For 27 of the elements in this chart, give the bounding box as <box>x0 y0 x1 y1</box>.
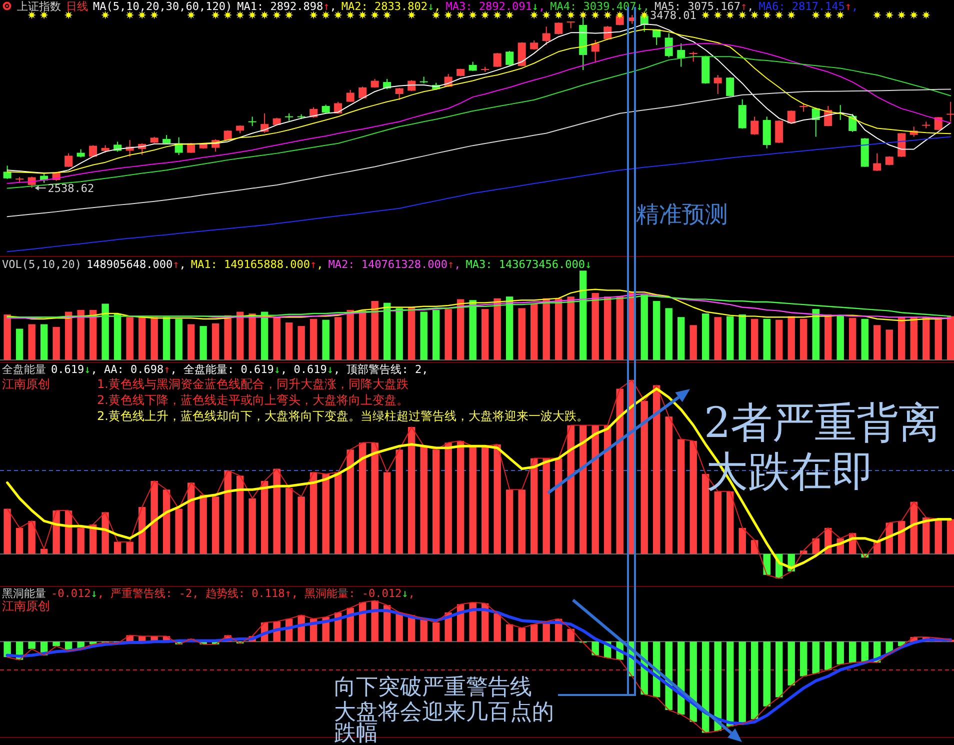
text: MA1: 149165888.000↑, <box>190 258 324 271</box>
chart-title: VOL(5,10,20) <box>2 258 82 271</box>
annotation: 3478.01 <box>650 9 696 22</box>
text: MA2: 140761328.000↑, <box>328 258 461 271</box>
text: 0.619↓, AA: 0.698↑, 全盘能量: 0.619↓, 0.619↓, 顶部警告线: 2, <box>51 363 428 376</box>
chart-title: 全盘能量 <box>2 363 46 376</box>
text: MA3: 143673456.000↓ <box>466 258 592 271</box>
chart-subtitle: -0.012↓, 严重警告线: -2, 趋势线: 0.118↑, 黑洞能量: -0.012↓, <box>51 587 415 600</box>
text: MA4: 3039.407↓, <box>550 0 650 13</box>
annotation: 1.黄色线与黑洞资金蓝色线配合，同升大盘涨，同降大盘跌 <box>97 377 408 391</box>
annotation: 2者严重背离 <box>704 398 941 447</box>
text: MA1: 2892.898↑, <box>237 0 336 13</box>
annotation: 江南原创 <box>2 377 50 391</box>
annotation: 2.黄色线下降，蓝色线走平或向上弯头，大盘将向上变盘。 <box>97 393 408 407</box>
text: MA2: 2833.802↓, <box>341 0 441 13</box>
annotation: 向下突破严重警告线 <box>334 675 532 700</box>
annotation: 2538.62 <box>48 182 94 195</box>
text: MA6: 2817.145↑, <box>758 0 858 13</box>
chart-subtitle: 日线 <box>66 0 88 13</box>
annotation: 江南原创 <box>2 599 50 613</box>
chart-title: 黑洞能量 <box>2 587 46 600</box>
text: 精准预测 <box>636 202 728 228</box>
annotation: 2.黄色线上升，蓝色线却向下，大盘将向下变盘。当绿柱超过警告线，大盘将迎来一波大跌。 <box>97 409 588 423</box>
chart-subtitle: 148905648.000↑, <box>86 258 186 271</box>
chart-title: 上证指数 <box>17 0 61 13</box>
text: MA3: 2892.091↓, <box>446 0 546 13</box>
legend-title: MA(5,10,20,30,60,120) <box>93 0 232 13</box>
